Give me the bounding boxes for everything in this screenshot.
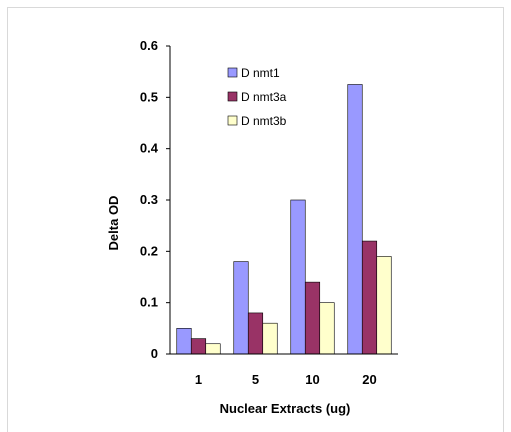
y-tick-label: 0.2 [140,243,158,258]
y-tick-label: 0.6 [140,38,158,53]
bar-d-nmt1-5 [233,261,249,355]
bar-d-nmt3b-10 [319,302,335,355]
bars-group [176,84,392,355]
x-tick-label: 1 [195,372,202,387]
bar-d-nmt1-20 [347,84,363,355]
bar-d-nmt3b-20 [376,256,392,355]
y-tick-label: 0.5 [140,89,158,104]
y-tick-label: 0.1 [140,295,158,310]
bar-d-nmt3b-1 [205,343,221,355]
legend-label: D nmt3b [241,114,287,128]
bar-d-nmt3a-5 [247,312,264,355]
y-tick-label: 0.4 [140,141,159,156]
y-ticks-group: 0 0.1 0.2 0.3 0.4 0.5 0.6 [140,38,170,361]
bar-d-nmt3a-20 [361,240,378,355]
bar-d-nmt3b-5 [262,322,278,355]
x-ticks-group: 1 5 10 20 [195,372,377,387]
legend-swatch [227,67,238,78]
bar-d-nmt3a-10 [304,281,321,355]
bar-d-nmt1-1 [176,328,192,355]
legend-swatch [227,115,238,126]
y-axis-title: Delta OD [106,196,121,251]
x-tick-label: 20 [362,372,376,387]
bar-d-nmt3a-1 [190,338,207,355]
y-tick-label: 0 [151,346,158,361]
chart-frame [7,7,504,432]
legend-swatch [227,91,238,102]
x-axis-title: Nuclear Extracts (ug) [220,401,351,416]
legend: D nmt1 D nmt3a D nmt3b [227,66,287,128]
bar-d-nmt1-10 [290,199,306,355]
x-tick-label: 10 [305,372,319,387]
legend-label: D nmt1 [241,66,280,80]
legend-label: D nmt3a [241,90,287,104]
y-tick-label: 0.3 [140,192,158,207]
x-tick-label: 5 [252,372,259,387]
